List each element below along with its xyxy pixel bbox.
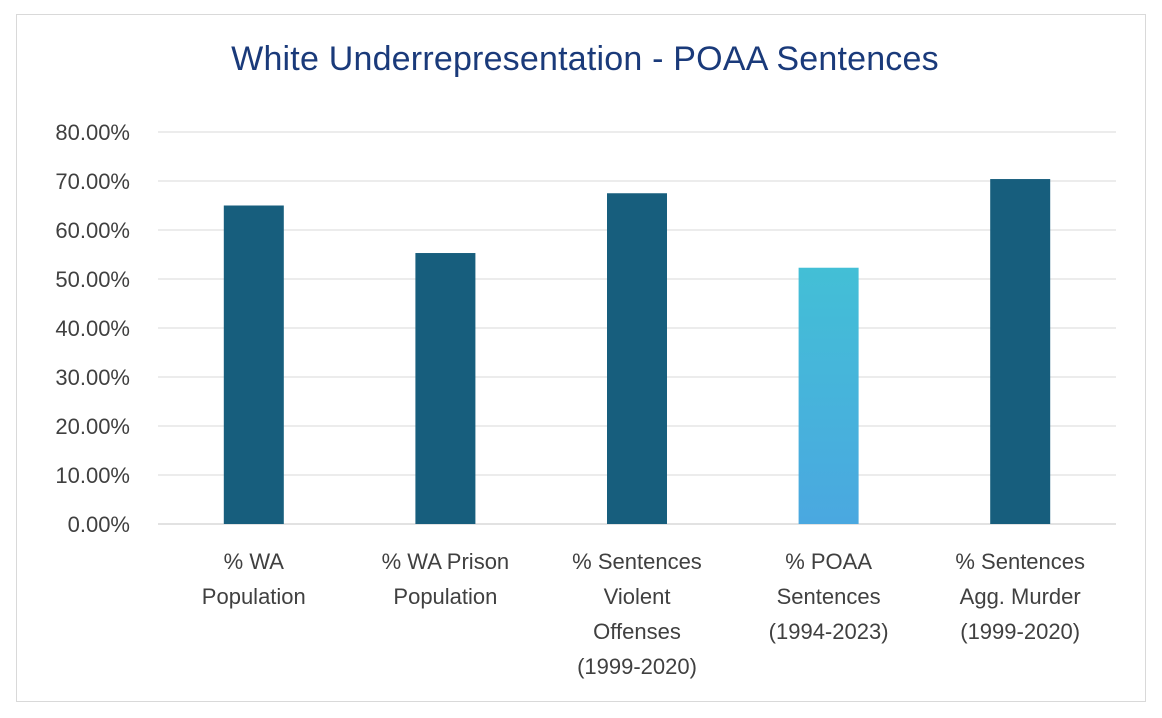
x-category-label-line: Violent: [604, 584, 671, 609]
x-category-label-line: % Sentences: [955, 549, 1085, 574]
x-category-label-line: Sentences: [777, 584, 881, 609]
y-tick-label: 10.00%: [55, 463, 130, 488]
y-tick-label: 40.00%: [55, 316, 130, 341]
chart-title: White Underrepresentation - POAA Sentenc…: [231, 40, 939, 78]
y-tick-label: 50.00%: [55, 267, 130, 292]
x-category-label: % WA Population: [202, 549, 306, 609]
y-tick-label: 80.00%: [55, 120, 130, 145]
x-category-label-line: % WA: [224, 549, 285, 574]
x-category-label-line: Agg. Murder: [960, 584, 1081, 609]
x-category-label-line: (1994-2023): [769, 619, 889, 644]
x-category-label: % Sentences Violent Offenses (1999-2020): [572, 549, 702, 679]
y-tick-label: 20.00%: [55, 414, 130, 439]
bar: [990, 179, 1051, 525]
x-category-label-line: Population: [393, 584, 497, 609]
bar: [223, 205, 284, 524]
x-category-label-line: % WA Prison: [382, 549, 510, 574]
x-category-label-line: Offenses: [593, 619, 681, 644]
y-tick-label: 0.00%: [68, 512, 130, 537]
x-category-label: % POAA Sentences (1994-2023): [769, 549, 889, 644]
x-category-label-line: Population: [202, 584, 306, 609]
chart-frame: [16, 14, 1146, 702]
y-tick-label: 30.00%: [55, 365, 130, 390]
bar: [607, 193, 667, 524]
x-category-label-line: (1999-2020): [577, 654, 697, 679]
bar: [798, 267, 859, 524]
y-tick-label: 70.00%: [55, 169, 130, 194]
y-tick-label: 60.00%: [55, 218, 130, 243]
x-category-label-line: % Sentences: [572, 549, 702, 574]
x-category-label-line: % POAA: [785, 549, 872, 574]
x-axis-category-labels: % WA Population % WA Prison Population % Sen…: [202, 549, 1085, 679]
y-axis-tick-labels: 0.00% 10.00% 20.00% 30.00% 40.00% 50.00% 60.00…: [55, 120, 130, 537]
x-category-label-line: (1999-2020): [960, 619, 1080, 644]
bars: [223, 179, 1051, 525]
x-category-label: % WA Prison Population: [382, 549, 510, 609]
x-category-label: % Sentences Agg. Murder (1999-2020): [955, 549, 1085, 644]
bar: [415, 253, 476, 524]
